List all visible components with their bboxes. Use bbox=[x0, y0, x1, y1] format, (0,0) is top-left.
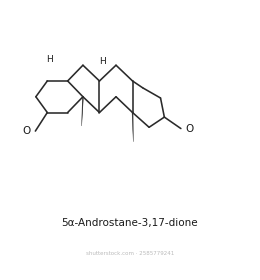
Text: 5α-Androstane-3,17-dione: 5α-Androstane-3,17-dione bbox=[62, 218, 198, 228]
Text: O: O bbox=[23, 126, 31, 136]
Text: H: H bbox=[99, 57, 105, 66]
Text: O: O bbox=[185, 123, 194, 134]
Polygon shape bbox=[82, 97, 83, 126]
Polygon shape bbox=[132, 113, 133, 142]
Text: shutterstock.com · 2585779241: shutterstock.com · 2585779241 bbox=[86, 251, 174, 256]
Text: H: H bbox=[46, 55, 53, 64]
